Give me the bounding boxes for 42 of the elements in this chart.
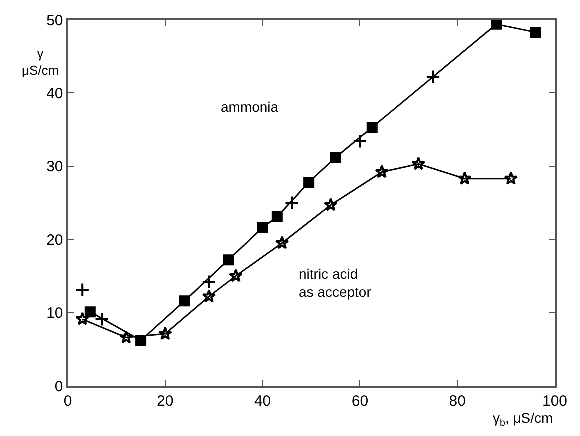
point: [202, 274, 217, 290]
y-tick-label: 40: [46, 85, 64, 102]
point: [94, 312, 110, 327]
point: [330, 152, 342, 164]
annotation: nitric acid as acceptor: [299, 266, 372, 300]
point: [158, 326, 172, 340]
point: [257, 222, 268, 234]
point: [119, 330, 134, 344]
x-tick-label: 80: [449, 392, 466, 410]
point: [272, 211, 283, 222]
point: [76, 312, 90, 326]
point: [324, 198, 338, 212]
y-tick-label: 0: [54, 378, 64, 396]
point: [223, 254, 234, 266]
x-axis-title: γ$_{b}$, μS/cm: [493, 410, 554, 429]
point: [366, 122, 378, 134]
point: [412, 156, 426, 170]
point: [304, 177, 315, 188]
x-tick-label: 100: [542, 392, 568, 410]
point: [84, 306, 96, 318]
y-tick-label: 20: [46, 232, 64, 249]
annotation: ammonia: [221, 99, 279, 115]
point: [426, 70, 441, 84]
point: [458, 172, 472, 185]
point: [530, 26, 542, 38]
x-tick-label: 20: [157, 392, 174, 410]
point: [179, 296, 190, 307]
point: [352, 134, 368, 149]
x-tick-label: 40: [254, 392, 272, 410]
x-tick-label: 60: [352, 392, 369, 410]
point: [75, 282, 90, 298]
y-tick-label: 10: [46, 305, 64, 322]
y-tick-label: 30: [46, 158, 64, 176]
point: [504, 172, 518, 185]
y-tick-label: 50: [46, 12, 64, 30]
point: [275, 236, 290, 250]
point: [229, 268, 244, 282]
point: [202, 289, 216, 303]
point: [491, 20, 502, 30]
y-axis-title: γ μS/cm: [22, 46, 60, 78]
point: [284, 196, 300, 210]
point: [375, 164, 390, 178]
